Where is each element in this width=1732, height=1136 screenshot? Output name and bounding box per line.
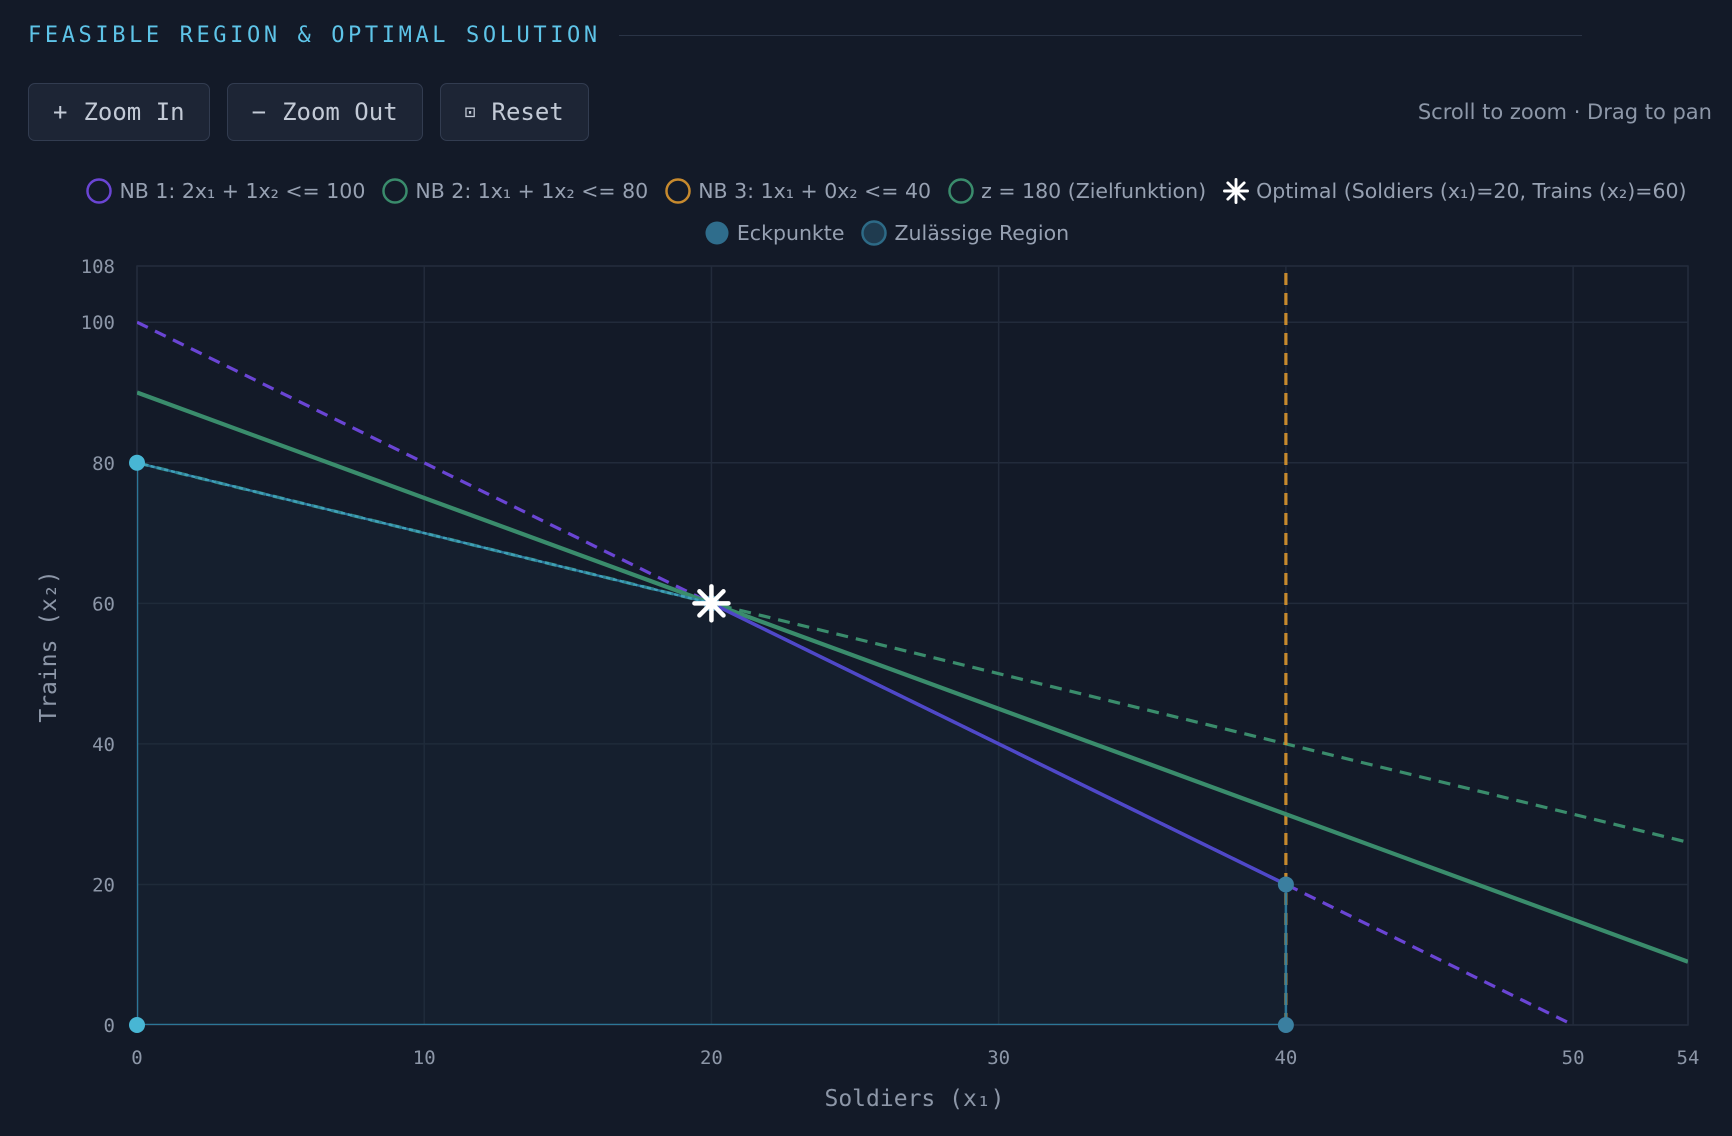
legend-item-nb-1-2x-1x-100[interactable]: NB 1: 2x₁ + 1x₂ <= 100 <box>85 172 365 210</box>
zoom-in-label: Zoom In <box>83 98 185 126</box>
series-line-1[interactable] <box>137 320 1574 1025</box>
legend-marker-icon <box>664 177 692 205</box>
zoom-in-button[interactable]: + Zoom In <box>28 83 210 141</box>
reset-button[interactable]: ⊡ Reset <box>439 83 589 141</box>
title-divider <box>618 34 1582 36</box>
legend-item-optimal-soldiers-x-20-tr[interactable]: Optimal (Soldiers (x₁)=20, Trains (x₂)=6… <box>1222 172 1687 210</box>
binding-edge <box>710 601 1287 887</box>
vertex-point[interactable] <box>1277 876 1294 893</box>
plot-area <box>137 266 1688 1025</box>
legend-marker-icon <box>381 177 409 205</box>
x-tick-label: 40 <box>1274 1047 1297 1069</box>
legend-item-z-180-zielfunktion[interactable]: z = 180 (Zielfunktion) <box>947 172 1206 210</box>
legend-marker-icon <box>860 219 888 247</box>
y-tick-label: 0 <box>104 1015 115 1037</box>
zoom-out-button[interactable]: − Zoom Out <box>226 83 423 141</box>
legend-label: Eckpunkte <box>736 221 845 245</box>
x-axis-label: Soldiers (x₁) <box>824 1086 1004 1112</box>
star-icon <box>1222 177 1250 205</box>
y-axis-label: Trains (x₂) <box>36 570 62 722</box>
x-tick-label: 30 <box>987 1047 1010 1069</box>
x-tick-label: 20 <box>700 1047 723 1069</box>
optimal-point[interactable] <box>692 584 731 623</box>
legend-label: Zulässige Region <box>894 221 1070 245</box>
page-title: FEASIBLE REGION & OPTIMAL SOLUTION <box>28 22 601 48</box>
y-tick-label: 20 <box>92 874 115 896</box>
vertex-point[interactable] <box>1277 1017 1294 1033</box>
y-tick-label: 60 <box>92 593 115 615</box>
zoom-out-label: Zoom Out <box>282 98 398 126</box>
plus-icon: + <box>53 98 68 126</box>
legend-item-zul-ssige-region[interactable]: Zulässige Region <box>860 214 1069 252</box>
legend-label: z = 180 (Zielfunktion) <box>981 179 1207 203</box>
chart-header: FEASIBLE REGION & OPTIMAL SOLUTION <box>28 18 1712 52</box>
zoom-toolbar: + Zoom In − Zoom Out ⊡ Reset <box>28 83 589 141</box>
x-tick-label: 0 <box>131 1047 142 1069</box>
legend-label: NB 3: 1x₁ + 0x₂ <= 40 <box>698 179 932 203</box>
binding-edge-2 <box>137 461 712 605</box>
legend-label: Optimal (Soldiers (x₁)=20, Trains (x₂)=6… <box>1256 179 1687 203</box>
reset-icon: ⊡ <box>464 101 476 123</box>
legend-label: NB 2: 1x₁ + 1x₂ <= 80 <box>415 179 649 203</box>
x-tick-label: 54 <box>1677 1047 1700 1069</box>
legend-marker-icon <box>947 177 975 205</box>
legend-label: NB 1: 2x₁ + 1x₂ <= 100 <box>119 179 366 203</box>
y-tick-label: 100 <box>81 312 115 334</box>
y-tick-label: 108 <box>81 256 115 278</box>
x-tick-label: 50 <box>1562 1047 1585 1069</box>
legend-item-nb-3-1x-0x-40[interactable]: NB 3: 1x₁ + 0x₂ <= 40 <box>664 172 931 210</box>
interaction-hint: Scroll to zoom · Drag to pan <box>1417 100 1712 124</box>
legend-marker-icon <box>703 219 731 247</box>
minus-icon: − <box>251 98 267 126</box>
legend-item-nb-2-1x-1x-80[interactable]: NB 2: 1x₁ + 1x₂ <= 80 <box>381 172 648 210</box>
legend-marker-icon <box>85 177 113 205</box>
vertex-point[interactable] <box>129 454 145 471</box>
chart-legend: NB 1: 2x₁ + 1x₂ <= 100 NB 2: 1x₁ + 1x₂ <=… <box>60 172 1712 252</box>
y-tick-label: 80 <box>92 453 115 475</box>
legend-item-eckpunkte[interactable]: Eckpunkte <box>703 214 845 252</box>
reset-label: Reset <box>491 98 564 126</box>
y-tick-label: 40 <box>92 734 115 756</box>
vertex-point[interactable] <box>129 1017 145 1033</box>
feasible-region-fill <box>137 462 1286 1025</box>
x-tick-label: 10 <box>413 1047 436 1069</box>
series-line-4[interactable] <box>137 390 1688 964</box>
